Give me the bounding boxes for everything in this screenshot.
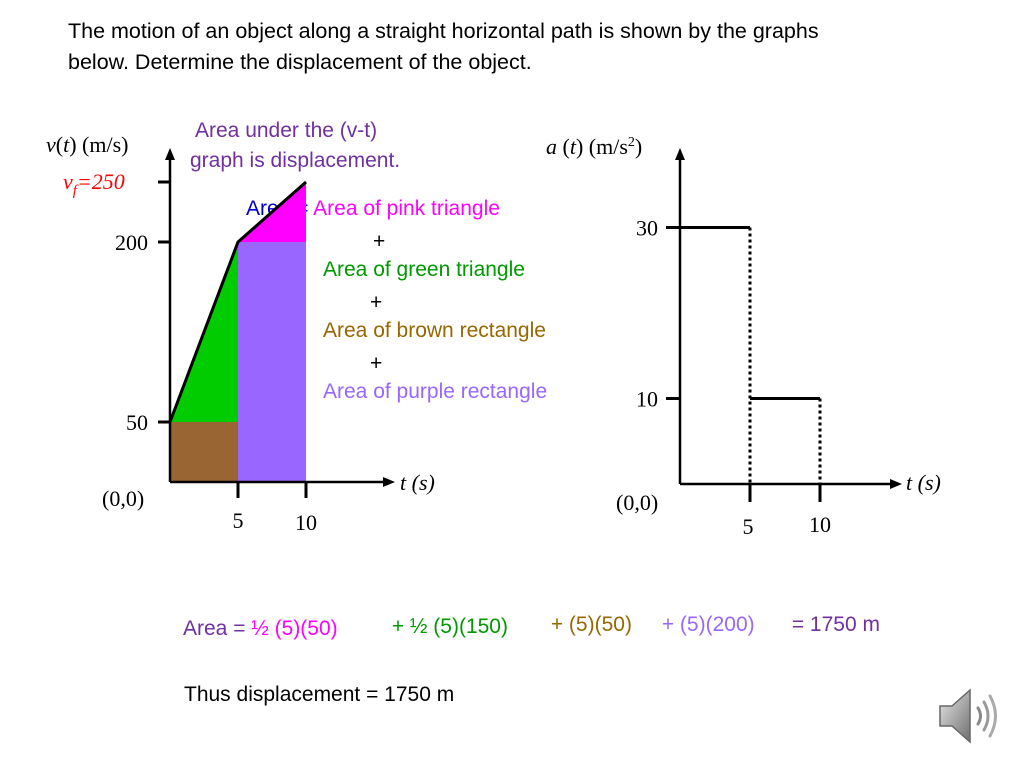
- vt-x-tick-label: 10: [295, 510, 317, 535]
- area-equation-part1: Area = ½ (5)(50): [183, 617, 338, 641]
- at-y-axis-label: a (t) (m/s2): [546, 134, 642, 159]
- at-x-axis-label: t (s): [906, 470, 941, 495]
- eq-term-green: + ½ (5)(150): [386, 615, 508, 638]
- area-pink-text: Area of pink triangle: [313, 197, 500, 220]
- area-green-text: Area of green triangle: [323, 258, 525, 281]
- problem-statement: The motion of an object along a straight…: [68, 19, 819, 74]
- vt-origin-label: (0,0): [102, 486, 144, 511]
- vt-line: [168, 180, 307, 423]
- brown-rectangle: [170, 422, 238, 482]
- at-y-axis-arrow: [675, 148, 685, 160]
- eq-result: = 1750 m: [786, 613, 880, 636]
- vt-x-axis-label: t (s): [400, 470, 435, 495]
- vt-y-axis-arrow: [165, 148, 175, 160]
- speaker-icon[interactable]: [934, 680, 1006, 752]
- eq-area-label: Area =: [183, 617, 252, 640]
- vt-x-tick-label: 5: [233, 508, 244, 533]
- vt-annotation-line1: Area under the (v-t): [195, 119, 378, 142]
- at-y-tick-label-30: 30: [636, 216, 658, 241]
- eq-term-pink: ½ (5)(50): [251, 617, 338, 640]
- vt-y-tick-label-200: 200: [115, 230, 148, 255]
- at-origin-label: (0,0): [616, 490, 658, 515]
- plus-sign-2: +: [370, 291, 383, 314]
- plus-sign-3: +: [370, 352, 383, 375]
- at-x-tick-label: 5: [743, 514, 754, 539]
- area-purple-text: Area of purple rectangle: [323, 380, 548, 403]
- conclusion-text: Thus displacement = 1750 m: [184, 683, 455, 706]
- vf-label: vf=250: [63, 169, 125, 199]
- area-brown-text: Area of brown rectangle: [323, 319, 546, 342]
- vt-y-axis-label: v(t) (m/s): [46, 132, 128, 157]
- vt-annotation-line2: graph is displacement.: [190, 149, 401, 172]
- plus-sign-1: +: [373, 230, 386, 253]
- vt-y-tick-label-50: 50: [126, 410, 148, 435]
- vt-x-axis-arrow: [383, 477, 395, 487]
- at-x-tick-label: 10: [809, 512, 831, 537]
- purple-rectangle: [238, 242, 306, 482]
- eq-term-purple: + (5)(200): [656, 613, 755, 636]
- eq-term-brown: + (5)(50): [545, 613, 632, 636]
- at-x-axis-arrow: [890, 479, 902, 489]
- at-y-tick-label-10: 10: [636, 387, 658, 412]
